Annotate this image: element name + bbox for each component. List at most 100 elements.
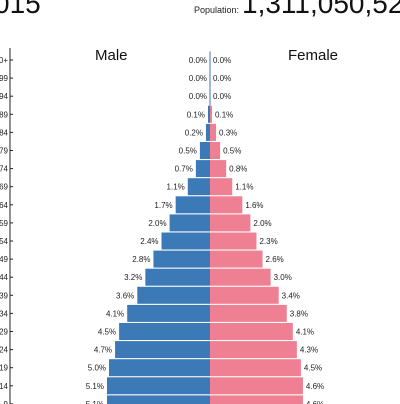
male-bar-3 [207, 105, 210, 123]
age-label-4: 84 [0, 128, 9, 137]
female-bar-13 [210, 286, 279, 304]
male-value-label-1: 0.0% [189, 74, 207, 83]
male-bar-8 [175, 196, 210, 214]
female-bar-5 [210, 142, 221, 159]
female-value-label-9: 2.0% [253, 219, 271, 228]
female-value-label-8: 1.6% [245, 201, 263, 210]
female-bar-17 [210, 359, 301, 377]
female-bar-11 [210, 250, 263, 268]
population-label: Population: [194, 5, 240, 15]
age-label-17: 19 [0, 364, 9, 373]
female-value-label-14: 3.8% [290, 309, 308, 318]
age-label-11: 49 [0, 255, 9, 264]
female-bar-4 [210, 123, 217, 141]
female-bar-7 [210, 178, 233, 196]
male-value-label-7: 1.1% [167, 183, 185, 192]
female-bar-18 [210, 377, 303, 395]
female-value-label-4: 0.3% [219, 128, 237, 137]
female-bar-16 [210, 341, 297, 359]
male-value-label-19: 5.1% [86, 400, 104, 404]
male-bar-6 [195, 160, 210, 178]
male-value-label-9: 2.0% [148, 219, 166, 228]
female-value-label-10: 2.3% [259, 237, 277, 246]
male-value-label-10: 2.4% [140, 237, 158, 246]
female-bar-19 [210, 395, 303, 404]
male-bar-17 [109, 359, 210, 377]
male-bar-9 [169, 214, 210, 232]
female-value-label-6: 0.8% [229, 165, 247, 174]
age-label-1: 99 [0, 74, 9, 83]
female-value-label-18: 4.6% [306, 382, 324, 391]
male-value-label-5: 0.5% [179, 147, 197, 156]
age-label-0: 0+ [0, 56, 8, 65]
age-label-15: 29 [0, 328, 9, 337]
population-value: 1,311,050,52 [242, 0, 400, 19]
male-value-label-6: 0.7% [175, 165, 193, 174]
female-bar-6 [210, 160, 227, 178]
female-value-label-15: 4.1% [296, 328, 314, 337]
age-label-6: 74 [0, 165, 9, 174]
year-title: 015 [0, 0, 41, 19]
male-value-label-4: 0.2% [185, 128, 203, 137]
female-value-label-16: 4.3% [300, 346, 318, 355]
male-bar-4 [205, 123, 210, 141]
age-label-9: 59 [0, 219, 9, 228]
female-bar-10 [210, 232, 257, 250]
male-value-label-0: 0.0% [189, 56, 207, 65]
male-value-label-2: 0.0% [189, 92, 207, 101]
female-bar-8 [210, 196, 243, 214]
female-bar-14 [210, 304, 287, 322]
age-label-8: 64 [0, 201, 9, 210]
female-bar-9 [210, 214, 251, 232]
male-bar-5 [199, 142, 210, 159]
female-value-label-3: 0.1% [215, 110, 233, 119]
male-value-label-18: 5.1% [86, 382, 104, 391]
age-label-13: 39 [0, 291, 9, 300]
male-bar-18 [106, 377, 210, 395]
female-value-label-0: 0.0% [213, 56, 231, 65]
male-value-label-3: 0.1% [187, 110, 205, 119]
female-value-label-13: 3.4% [282, 291, 300, 300]
male-bar-19 [106, 395, 210, 404]
female-value-label-11: 2.6% [266, 255, 284, 264]
age-label-5: 79 [0, 147, 9, 156]
male-value-label-8: 1.7% [154, 201, 172, 210]
male-value-label-15: 4.5% [98, 328, 116, 337]
female-bar-3 [210, 105, 213, 123]
female-bar-15 [210, 323, 293, 340]
age-label-10: 54 [0, 237, 9, 246]
female-value-label-7: 1.1% [235, 183, 253, 192]
female-value-label-12: 3.0% [274, 273, 292, 282]
male-bar-10 [161, 232, 210, 250]
male-bar-15 [119, 323, 210, 340]
female-value-label-19: 4.6% [306, 400, 324, 404]
male-bar-16 [115, 341, 210, 359]
age-label-7: 69 [0, 183, 9, 192]
male-value-label-12: 3.2% [124, 273, 142, 282]
male-value-label-11: 2.8% [132, 255, 150, 264]
male-value-label-16: 4.7% [94, 346, 112, 355]
age-label-2: 94 [0, 92, 9, 101]
female-value-label-1: 0.0% [213, 74, 231, 83]
male-value-label-13: 3.6% [116, 291, 134, 300]
age-label-14: 34 [0, 309, 9, 318]
female-value-label-2: 0.0% [213, 92, 231, 101]
male-bar-12 [145, 268, 210, 286]
male-value-label-14: 4.1% [106, 309, 124, 318]
female-bar-12 [210, 268, 271, 286]
male-bar-13 [137, 286, 210, 304]
male-label: Male [95, 47, 128, 64]
age-label-3: 89 [0, 110, 9, 119]
male-bar-7 [187, 178, 210, 196]
age-label-12: 44 [0, 273, 9, 282]
age-label-16: 24 [0, 346, 9, 355]
female-value-label-5: 0.5% [223, 147, 241, 156]
age-label-18: 14 [0, 382, 9, 391]
male-bar-11 [153, 250, 210, 268]
age-label-19: -9 [1, 400, 9, 404]
male-bar-14 [127, 304, 210, 322]
female-value-label-17: 4.5% [304, 364, 322, 373]
male-value-label-17: 5.0% [88, 364, 106, 373]
female-label: Female [288, 47, 339, 64]
